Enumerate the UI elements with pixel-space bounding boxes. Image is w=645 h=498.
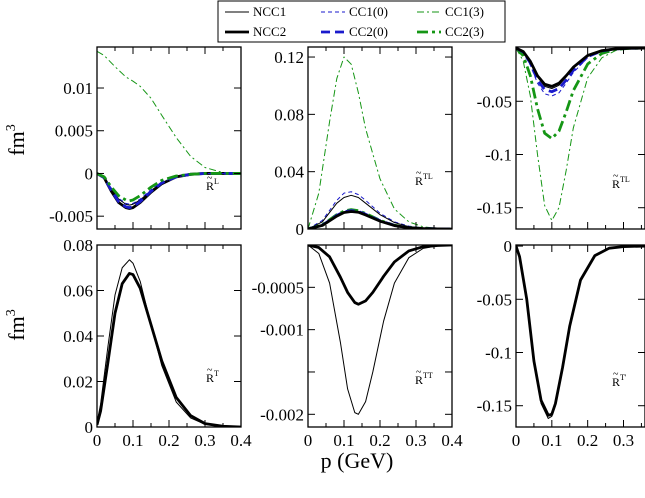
series-group-RTL_top <box>308 56 452 229</box>
panels: -0.00500.0050.01RL~00.040.080.12RTL~-0.1… <box>49 46 645 450</box>
panel-label-sup-RT: T <box>214 369 219 378</box>
panel-label-sup-RL: L <box>214 177 219 186</box>
ytick-label-RTprime: -0.15 <box>477 397 512 416</box>
panel-label-sup-RTT: TT <box>423 371 433 380</box>
xtick-label-RTT: 0.2 <box>369 431 390 450</box>
ytick-label-RT: 0 <box>85 418 94 437</box>
ytick-label-RTL_top: 0.12 <box>274 48 304 67</box>
ytick-label-RTprime: -0.05 <box>477 290 512 309</box>
panel-RT: 00.020.040.060.080 0.1 0.2 0.3 0.4RT~ <box>63 236 252 450</box>
frame-RT <box>96 244 242 428</box>
series-group-RL <box>97 50 241 210</box>
ytick-label-RTL_right: -0.1 <box>485 145 512 164</box>
series-group-RTL_right <box>516 47 645 221</box>
panel-label-sup-RTL_right: TL <box>620 175 630 184</box>
series-RTL_right-CC2_0 <box>516 47 645 94</box>
ytick-label-RT: 0.06 <box>63 282 93 301</box>
series-group-RTprime <box>516 245 645 419</box>
panel-label-sup-RTprime: T' <box>620 373 627 382</box>
ytick-label-RTT: -0.001 <box>260 321 304 340</box>
y-axis-label-exp: 3 <box>4 309 19 316</box>
xtick-label-RT: 0.1 <box>122 431 143 450</box>
legend-label-NCC2: NCC2 <box>253 24 286 39</box>
xtick-label-RTT: 0.4 <box>441 431 463 450</box>
frame-RTL_top <box>307 46 453 230</box>
xtick-label-RTprime: 0.2 <box>577 431 598 450</box>
ytick-label-RL: 0 <box>85 164 94 183</box>
xtick-label-RTT: 0.1 <box>333 431 354 450</box>
series-RTL_right-NCC2 <box>516 47 645 88</box>
panel-label-tilde-RTL_top: ~ <box>416 168 422 179</box>
y-axis-label-exp: 3 <box>4 124 19 131</box>
series-group-RTT <box>308 245 452 415</box>
panel-label-tilde-RTT: ~ <box>416 367 422 378</box>
ytick-label-RTL_top: 0.04 <box>274 163 304 182</box>
xtick-label-RTprime: 0 <box>512 431 521 450</box>
ytick-label-RTL_top: 0 <box>296 220 305 239</box>
y-axis-label-top: fm3 <box>4 124 29 155</box>
y-axis-label-bottom: fm3 <box>4 309 29 340</box>
legend-box <box>217 0 506 43</box>
legend-label-CC1_0: CC1(0) <box>349 4 388 19</box>
series-RTprime-NCC2 <box>516 245 645 417</box>
legend-label-CC2_0: CC2(0) <box>349 24 388 39</box>
xtick-label-RTT: 0 <box>304 431 313 450</box>
x-axis-label: p (GeV) <box>321 448 394 473</box>
ytick-label-RTT: -0.002 <box>260 405 304 424</box>
ytick-label-RTprime: 0 <box>504 237 513 256</box>
ytick-label-RTL_right: -0.15 <box>477 199 512 218</box>
series-RTL_right-NCC1 <box>516 47 645 90</box>
series-group-RT <box>97 259 241 427</box>
ytick-label-RTprime: -0.1 <box>485 343 512 362</box>
series-RT-NCC1 <box>97 259 241 427</box>
legend: NCC1 CC1(0) CC1(3) NCC2 CC2(0) CC2(3) <box>217 0 506 43</box>
ytick-label-RTL_right: -0.05 <box>477 92 512 111</box>
xtick-label-RT: 0.3 <box>194 431 215 450</box>
frame-RTL_right <box>515 46 645 230</box>
series-RTL_top-CC1_3 <box>308 56 452 229</box>
xtick-label-RT: 0.4 <box>230 431 252 450</box>
panel-label-tilde-RTprime: ~ <box>613 369 619 380</box>
series-RL-CC1_3 <box>97 50 241 174</box>
series-RTprime-NCC1 <box>516 245 645 419</box>
series-RT-NCC2 <box>97 272 241 427</box>
panel-label-tilde-RTL_right: ~ <box>613 171 619 182</box>
panel-label-sup-RTL_top: TL <box>423 172 433 181</box>
series-RL-CC2_0 <box>97 172 241 210</box>
ytick-label-RTL_top: 0.08 <box>274 105 304 124</box>
frame-RTprime <box>515 244 645 428</box>
xtick-label-RTprime: 0.3 <box>613 431 634 450</box>
legend-label-NCC1: NCC1 <box>253 4 286 19</box>
series-RTT-NCC2 <box>308 245 452 306</box>
xtick-label-RTprime: 0.1 <box>541 431 562 450</box>
legend-label-CC2_3: CC2(3) <box>445 24 484 39</box>
ytick-label-RL: 0.01 <box>63 79 93 98</box>
series-RTT-NCC1 <box>308 245 452 415</box>
xtick-label-RTT: 0.3 <box>405 431 426 450</box>
ytick-label-RTT: -0.0005 <box>252 278 304 297</box>
ytick-label-RT: 0.08 <box>63 236 93 255</box>
ytick-label-RT: 0.02 <box>63 373 93 392</box>
xtick-label-RT: 0 <box>93 431 102 450</box>
series-RL-CC2_3 <box>97 172 241 203</box>
ytick-label-RL: 0.005 <box>55 122 93 141</box>
legend-label-CC1_3: CC1(3) <box>445 4 484 19</box>
xtick-label-RT: 0.2 <box>158 431 179 450</box>
panel-label-tilde-RT: ~ <box>207 365 213 376</box>
panel-label-tilde-RL: ~ <box>207 173 213 184</box>
ytick-label-RT: 0.04 <box>63 327 93 346</box>
ytick-label-RL: -0.005 <box>49 207 93 226</box>
